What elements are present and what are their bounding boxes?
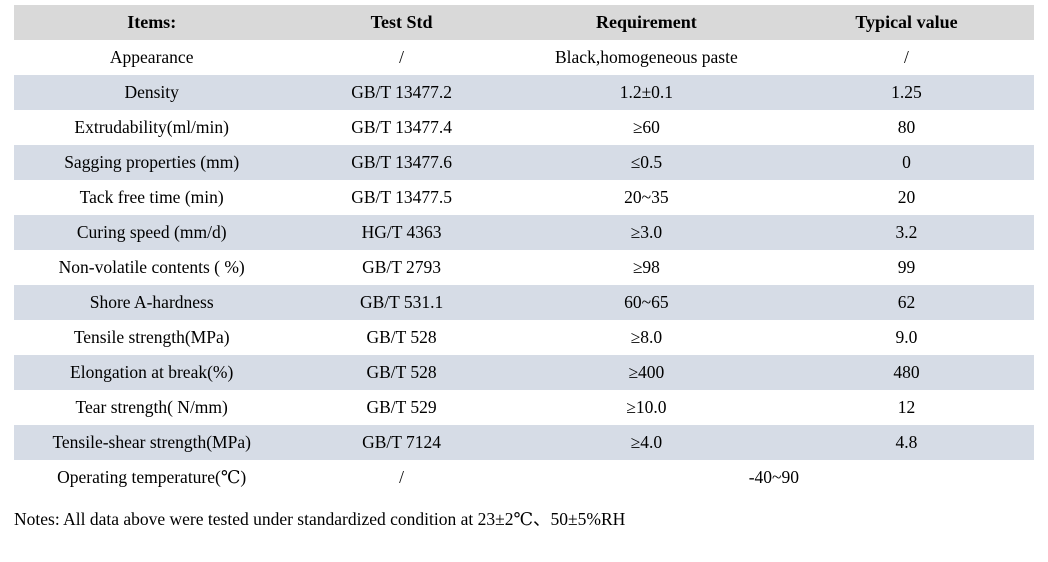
cell-item: Extrudability(ml/min) [74,116,229,137]
cell-item: Sagging properties (mm) [14,145,290,180]
cell-typical-value: / [904,46,909,67]
cell-requirement: 1.2±0.1 [513,75,779,110]
cell-test-std: / [399,46,405,67]
cell-typical-value: 480 [778,355,1034,390]
cell-requirement: ≥8.0 [630,326,663,347]
cell-requirement: 60~65 [513,285,779,320]
table-row: Tack free time (min) GB/T 13477.5 20~35 20 [14,180,1034,215]
cell-test-std: GB/T 13477.4 [351,116,452,137]
cell-item: Shore A-hardness [14,285,290,320]
cell-requirement: Black,homogeneous paste [555,46,738,67]
table-row: Sagging properties (mm) GB/T 13477.6 ≤0.5 0 [14,145,1034,180]
cell-test-std: GB/T 13477.5 [351,186,452,207]
cell-typical-value: 4.8 [778,425,1034,460]
cell-item: Appearance [109,46,194,67]
cell-item: Tear strength( N/mm) [75,396,228,417]
cell-typical-value: 1.25 [778,75,1034,110]
col-header-typical-value: Typical value [778,5,1034,40]
cell-typical-value: 12 [897,396,916,417]
table-row: Extrudability(ml/min) GB/T 13477.4 ≥60 80 [14,110,1034,145]
cell-item: Tensile-shear strength(MPa) [14,425,290,460]
table-row: Curing speed (mm/d) HG/T 4363 ≥3.0 3.2 [14,215,1034,250]
cell-test-std: HG/T 4363 [289,215,514,250]
header-row: Items: Test Std Requirement Typical valu… [14,5,1034,40]
cell-typical-value: 80 [897,116,916,137]
cell-test-std: GB/T 531.1 [289,285,514,320]
cell-requirement: ≥3.0 [513,215,779,250]
table-row: Elongation at break(%) GB/T 528 ≥400 480 [14,355,1034,390]
cell-test-std: GB/T 13477.6 [289,145,514,180]
cell-test-std: GB/T 2793 [362,256,442,277]
table-row: Tear strength( N/mm) GB/T 529 ≥10.0 12 [14,390,1034,425]
cell-requirement: 20~35 [624,186,669,207]
cell-item: Elongation at break(%) [14,355,290,390]
col-header-requirement: Requirement [513,5,779,40]
cell-item: Density [14,75,290,110]
cell-item: Operating temperature(℃) [57,466,247,487]
cell-requirement: ≥400 [513,355,779,390]
cell-requirement: ≥98 [632,256,660,277]
cell-test-std: / [399,466,405,487]
table-row: Tensile strength(MPa) GB/T 528 ≥8.0 9.0 [14,320,1034,355]
table-row: Density GB/T 13477.2 1.2±0.1 1.25 [14,75,1034,110]
cell-typical-value: 9.0 [895,326,918,347]
cell-item: Non-volatile contents ( %) [58,256,245,277]
cell-requirement: -40~90 [748,466,800,487]
cell-requirement: ≥10.0 [626,396,667,417]
cell-test-std: GB/T 528 [289,355,514,390]
cell-test-std: GB/T 528 [366,326,437,347]
cell-typical-value: 99 [897,256,916,277]
cell-typical-value: 0 [778,145,1034,180]
cell-test-std: GB/T 529 [366,396,437,417]
cell-item: Tack free time (min) [79,186,224,207]
cell-typical-value: 62 [778,285,1034,320]
spec-table: Items: Test Std Requirement Typical valu… [14,5,1034,495]
cell-requirement: ≥60 [632,116,660,137]
cell-requirement: ≥4.0 [513,425,779,460]
col-header-items: Items: [14,5,290,40]
table-row: Operating temperature(℃) / -40~90 [14,460,1034,495]
cell-typical-value: 20 [897,186,916,207]
cell-typical-value: 3.2 [778,215,1034,250]
col-header-test-std: Test Std [289,5,514,40]
cell-item: Tensile strength(MPa) [73,326,230,347]
table-row: Appearance / Black,homogeneous paste / [14,40,1034,75]
cell-requirement: ≤0.5 [513,145,779,180]
table-row: Shore A-hardness GB/T 531.1 60~65 62 [14,285,1034,320]
notes-line: Notes: All data above were tested under … [14,509,626,529]
cell-test-std: GB/T 7124 [289,425,514,460]
cell-test-std: GB/T 13477.2 [289,75,514,110]
table-row: Non-volatile contents ( %) GB/T 2793 ≥98 99 [14,250,1034,285]
table-row: Tensile-shear strength(MPa) GB/T 7124 ≥4.0… [14,425,1034,460]
cell-item: Curing speed (mm/d) [14,215,290,250]
